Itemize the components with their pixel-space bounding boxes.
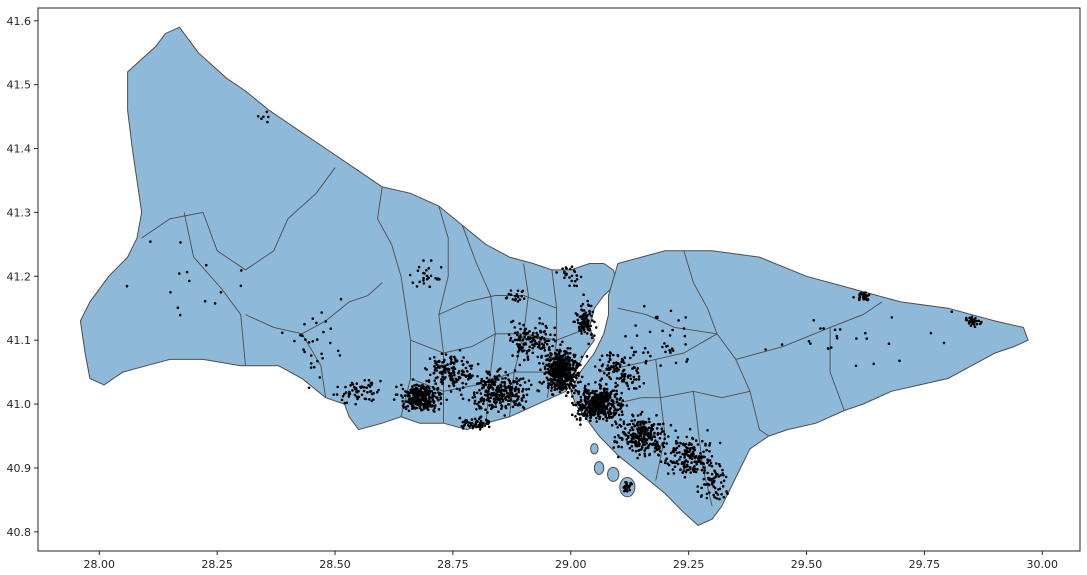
y-tick-label: 41.1 [7,334,32,347]
y-tick-label: 41.5 [7,79,32,92]
y-tick-label: 40.8 [7,526,32,539]
district-boundary [692,391,713,507]
x-tick-label: 28.75 [437,558,469,571]
island [590,443,599,455]
x-tick-label: 28.00 [84,558,116,571]
x-tick-label: 30.00 [1027,558,1059,571]
y-axis: 40.8 40.9 41.0 41.1 41.2 41.3 41.4 41.5 41.6 [7,15,38,539]
district-boundary [410,326,590,354]
plot-frame [37,7,1081,552]
district-boundary [301,333,327,398]
district-boundary [438,295,557,316]
district-boundary [617,307,718,335]
district-boundary [683,250,770,437]
y-tick-label: 41.2 [7,270,32,283]
x-tick-label: 29.50 [791,558,823,571]
x-tick-label: 28.25 [201,558,233,571]
district-boundary [377,186,411,417]
y-tick-label: 41.3 [7,206,32,219]
island [607,466,620,482]
island [593,461,605,475]
european-side-landmass [79,26,619,431]
y-tick-label: 41.4 [7,143,32,156]
x-tick-label: 29.75 [909,558,941,571]
x-tick-label: 29.00 [555,558,587,571]
district-boundary [655,359,666,481]
y-tick-label: 41.6 [7,15,32,28]
y-tick-label: 40.9 [7,462,32,475]
x-axis: 28.00 28.25 28.50 28.75 29.00 29.25 29.50 29.75… [84,551,1058,571]
y-tick-label: 41.0 [7,398,32,411]
x-tick-label: 28.50 [319,558,351,571]
district-boundary [183,212,246,366]
x-tick-label: 29.25 [673,558,705,571]
district-boundary [141,167,336,271]
district-boundary [829,327,845,411]
